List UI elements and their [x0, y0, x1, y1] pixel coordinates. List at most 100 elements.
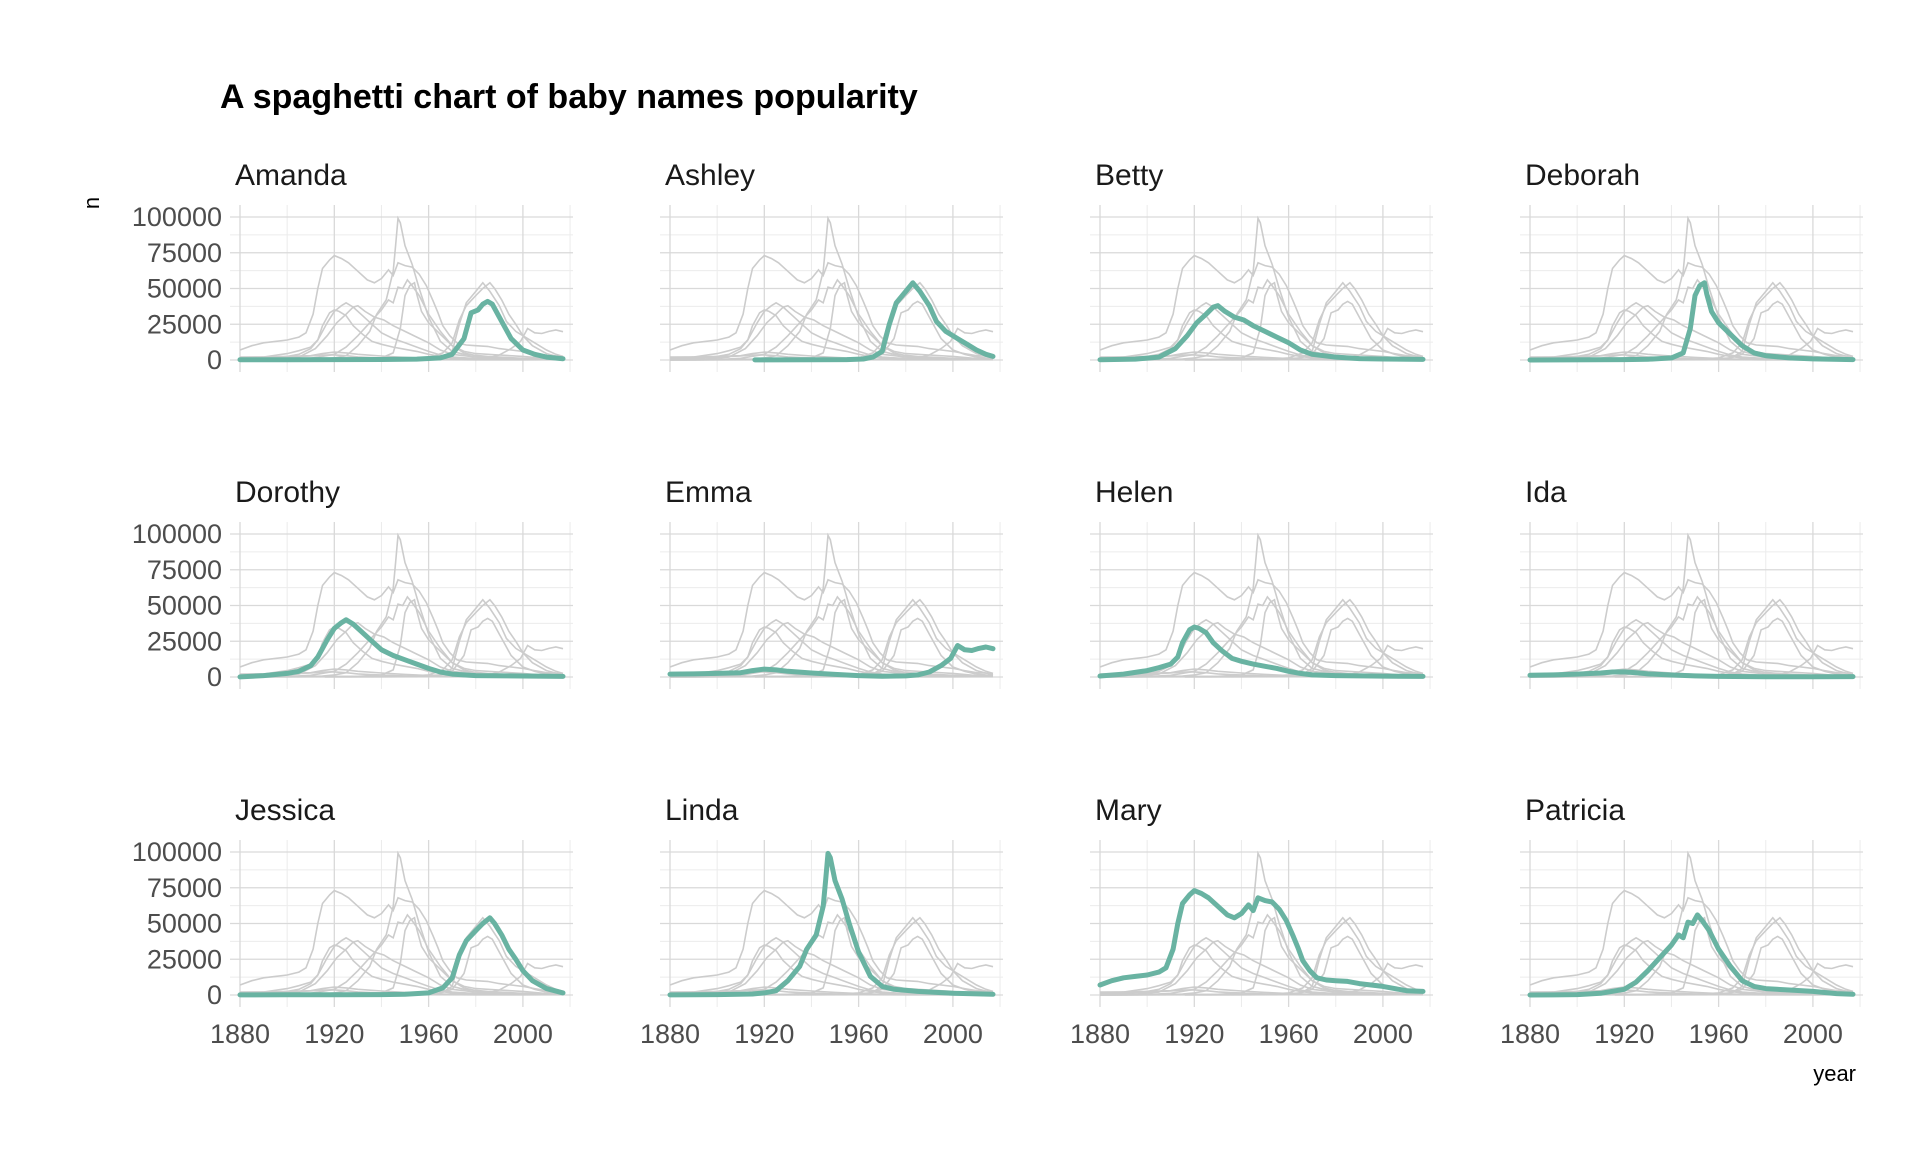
x-tick-label: 1960 — [829, 1019, 889, 1049]
x-tick-label: 1960 — [399, 1019, 459, 1049]
panel-ida: Ida — [1520, 476, 1863, 689]
context-line-betty — [239, 621, 564, 678]
panel-emma: Emma — [660, 476, 1003, 689]
x-tick-label: 2000 — [493, 1019, 553, 1049]
context-line-linda — [1529, 215, 1854, 361]
context-line-helen — [1529, 944, 1854, 996]
facet-label: Betty — [1095, 159, 1163, 192]
y-tick-label: 50000 — [147, 909, 222, 939]
panel-patricia: Patricia 1880 1920 1960 2000 — [1500, 794, 1863, 1049]
context-line-betty — [1099, 939, 1424, 996]
context-line-mary — [239, 571, 564, 675]
series-line-betty — [1097, 303, 1426, 363]
y-tick-label: 100000 — [132, 519, 222, 549]
context-line-jessica — [239, 598, 564, 678]
y-tick-label: 50000 — [147, 274, 222, 304]
y-tick-label: 0 — [207, 345, 222, 375]
y-tick-label: 25000 — [147, 309, 222, 339]
context-line-dorothy — [1099, 936, 1424, 996]
x-tick-label: 2000 — [1353, 1019, 1413, 1049]
context-line-mary — [239, 254, 564, 358]
context-line-dorothy — [239, 936, 564, 996]
context-line-ida — [1529, 354, 1854, 361]
y-tick-label: 100000 — [132, 202, 222, 232]
context-line-jessica — [1529, 916, 1854, 996]
context-line-emma — [669, 962, 994, 996]
x-tick-label: 1880 — [1070, 1019, 1130, 1049]
context-line-mary — [1529, 254, 1854, 358]
y-tick-label: 0 — [207, 662, 222, 692]
x-tick-label: 1880 — [1500, 1019, 1560, 1049]
context-line-dorothy — [1529, 936, 1854, 996]
context-line-helen — [669, 944, 994, 996]
context-line-ida — [1099, 989, 1424, 996]
context-line-ashley — [754, 598, 994, 678]
context-line-helen — [1099, 309, 1424, 361]
context-line-mary — [1099, 254, 1424, 358]
context-line-emma — [239, 962, 564, 996]
panel-ashley: Ashley — [660, 159, 1003, 372]
context-line-jessica — [669, 598, 994, 678]
facet-label: Ida — [1525, 476, 1567, 509]
context-line-betty — [669, 939, 994, 996]
y-tick-label: 75000 — [147, 238, 222, 268]
panel-mary: Mary 1880 1920 1960 2000 — [1070, 794, 1433, 1049]
x-tick-label: 1920 — [1594, 1019, 1654, 1049]
panel-helen: Helen — [1090, 476, 1433, 689]
facet-label: Jessica — [235, 794, 335, 827]
context-line-betty — [1099, 621, 1424, 678]
facet-label: Patricia — [1525, 794, 1625, 827]
x-tick-label: 1920 — [734, 1019, 794, 1049]
context-line-mary — [1529, 571, 1854, 675]
series-line-linda — [667, 850, 996, 998]
facet-label: Helen — [1095, 476, 1173, 509]
context-line-ashley — [324, 598, 564, 678]
context-line-helen — [1099, 944, 1424, 996]
context-line-ashley — [1614, 916, 1854, 996]
context-line-jessica — [1099, 281, 1424, 361]
panel-amanda: Amanda 0 25000 50000 75000 100000 — [132, 159, 573, 375]
y-axis-label: n — [79, 197, 104, 209]
context-line-patricia — [1099, 278, 1424, 361]
context-line-dorothy — [669, 618, 994, 678]
panel-jessica: Jessica 0 25000 50000 75000 100000 1880 1920 196… — [132, 794, 573, 1049]
chart-title: A spaghetti chart of baby names populari… — [220, 78, 918, 116]
context-line-dorothy — [669, 301, 994, 361]
context-line-patricia — [239, 595, 564, 678]
context-line-betty — [669, 304, 994, 361]
context-line-betty — [669, 621, 994, 678]
context-line-ashley — [1184, 598, 1424, 678]
x-tick-label: 1960 — [1689, 1019, 1749, 1049]
context-line-dorothy — [669, 936, 994, 996]
x-tick-label: 1880 — [640, 1019, 700, 1049]
series-line-jessica — [237, 915, 566, 998]
y-tick-label: 0 — [207, 980, 222, 1010]
context-line-helen — [1529, 309, 1854, 361]
context-line-ashley — [1184, 916, 1424, 996]
panel-deborah: Deborah — [1520, 159, 1863, 372]
series-line-ashley — [752, 280, 996, 363]
series-line-dorothy — [237, 617, 566, 680]
context-line-patricia — [669, 278, 994, 361]
series-line-mary — [1097, 888, 1426, 994]
context-line-mary — [239, 889, 564, 993]
series-line-patricia — [1527, 912, 1856, 998]
y-tick-label: 100000 — [132, 837, 222, 867]
context-line-linda — [1529, 850, 1854, 996]
series-line-ida — [1527, 669, 1856, 680]
context-line-patricia — [1099, 913, 1424, 996]
context-line-linda — [239, 532, 564, 678]
x-tick-label: 2000 — [1783, 1019, 1843, 1049]
y-tick-label: 25000 — [147, 944, 222, 974]
context-line-dorothy — [1529, 618, 1854, 678]
context-line-patricia — [239, 913, 564, 996]
context-line-betty — [1529, 304, 1854, 361]
context-line-linda — [669, 532, 994, 678]
context-line-ashley — [1614, 598, 1854, 678]
facet-label: Emma — [665, 476, 752, 509]
context-line-patricia — [239, 278, 564, 361]
context-line-ida — [239, 989, 564, 996]
x-tick-label: 1920 — [1164, 1019, 1224, 1049]
y-tick-label: 75000 — [147, 873, 222, 903]
